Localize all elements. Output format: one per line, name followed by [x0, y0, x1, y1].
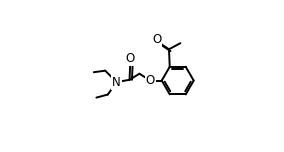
Text: N: N	[112, 76, 121, 89]
Text: O: O	[126, 52, 135, 65]
Text: O: O	[146, 74, 155, 87]
Text: O: O	[152, 33, 161, 46]
